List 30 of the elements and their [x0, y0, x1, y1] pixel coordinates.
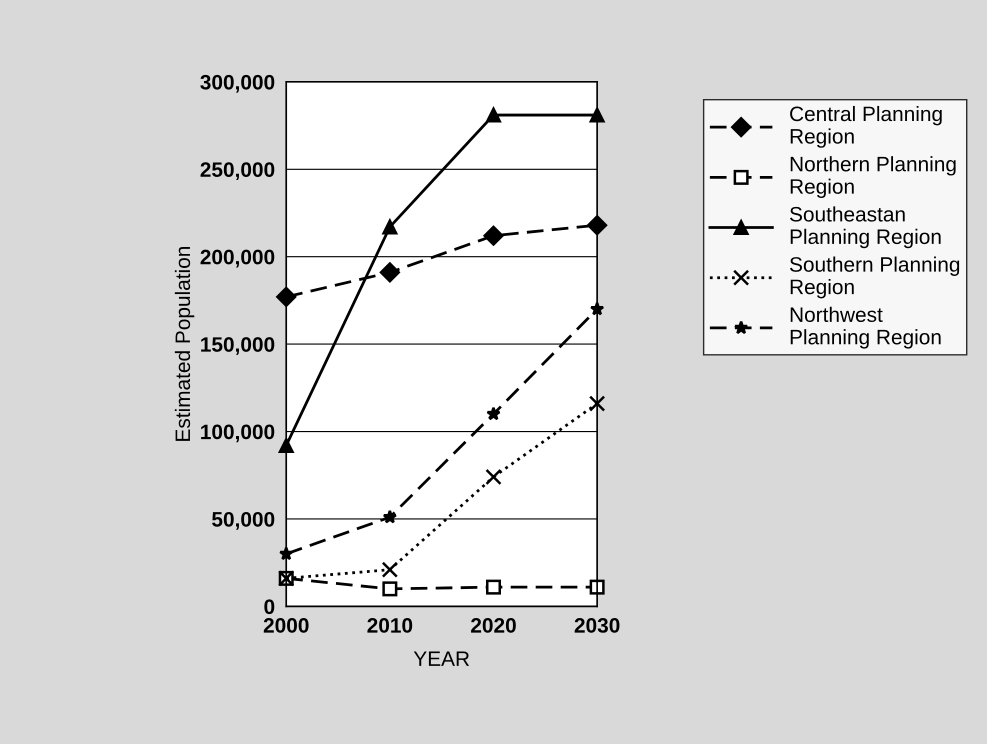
point — [382, 219, 398, 234]
point — [486, 580, 501, 595]
y-tick-label: 150,000 — [201, 337, 274, 355]
x-tick-label: 2000 — [264, 618, 309, 633]
x-axis-title: YEAR — [414, 652, 470, 666]
x-tick-label: 2030 — [574, 618, 620, 633]
y-tick-label: 300,000 — [200, 74, 274, 93]
legend-label: Central Planning Region — [790, 106, 942, 148]
point — [590, 580, 605, 595]
legend-label: Southeastan Planning Region — [790, 206, 941, 248]
legend-label: Southern Planning Region — [790, 256, 960, 298]
point — [382, 561, 398, 578]
point — [486, 406, 501, 420]
point — [486, 108, 501, 123]
legend-label: Northern Planning Region — [790, 156, 956, 198]
y-tick-label: 0 — [264, 599, 274, 614]
y-tick-label: 250,000 — [200, 162, 274, 180]
y-tick-label: 50,000 — [212, 512, 274, 530]
point — [382, 510, 398, 524]
y-tick-label: 200,000 — [200, 250, 274, 268]
point — [483, 226, 504, 246]
point — [485, 468, 502, 486]
point — [382, 581, 398, 596]
y-axis-title: Estimated Population — [174, 247, 194, 441]
x-tick-label: 2010 — [367, 618, 412, 633]
legend-label: Northwest Planning Region — [790, 306, 941, 349]
point — [380, 262, 400, 283]
y-tick-label: 100,000 — [201, 424, 274, 442]
x-tick-label: 2020 — [471, 618, 516, 633]
point — [588, 395, 606, 412]
